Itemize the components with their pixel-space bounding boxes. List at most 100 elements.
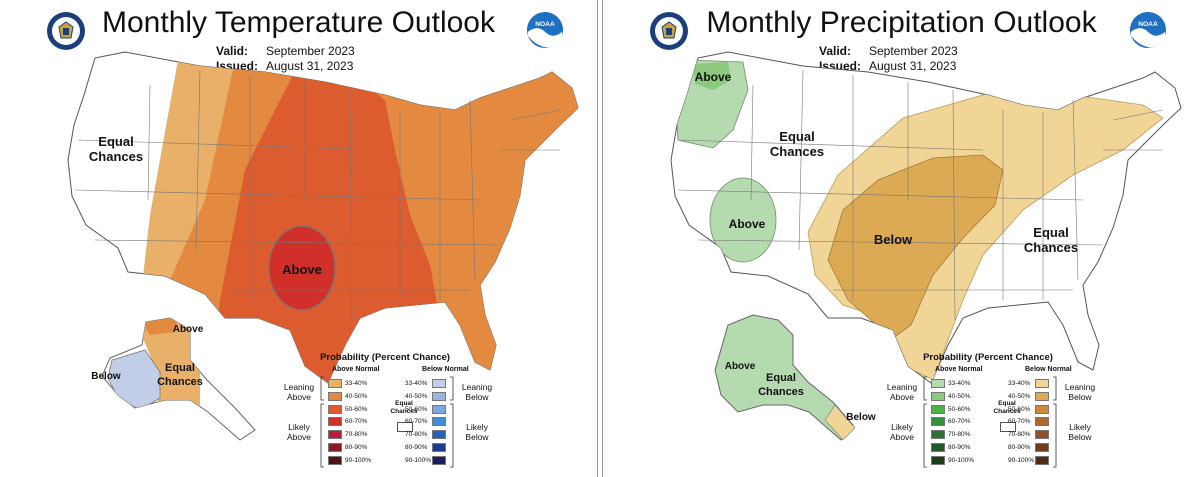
legend-below-bin-label: 33-40%: [1008, 380, 1031, 387]
legend-below-swatch: [432, 379, 446, 388]
legend-leaning-above: Leaning Above: [283, 382, 315, 402]
precip-nw-above-40-50: [693, 62, 731, 90]
legend-below-swatch: [1035, 379, 1049, 388]
legend-above-bin-label: 80-90%: [345, 444, 368, 451]
legend-below-header: Below Normal: [1025, 366, 1072, 373]
valid-label: Valid:: [216, 44, 249, 58]
precipitation-title: Monthly Precipitation Outlook: [706, 6, 1097, 39]
valid-value: September 2023: [869, 44, 958, 58]
ak-below-label: Below: [91, 371, 121, 382]
legend-above-bin-label: 60-70%: [345, 418, 368, 426]
legend-below-bin-label: 50-60%: [1008, 405, 1031, 413]
legend-below-bin-label: 50-60%: [405, 405, 428, 413]
legend-title: Probability (Percent Chance): [320, 352, 450, 363]
legend-below-bin-label: 33-40%: [405, 380, 428, 387]
precip-above-w-label: Above: [729, 217, 766, 231]
legend-likely-below: Likely Below: [1068, 422, 1092, 442]
legend-above-bin-label: 40-50%: [345, 392, 368, 400]
legend-below-bin-label: 60-70%: [405, 418, 428, 426]
legend-leaning-below: Leaning Below: [1064, 382, 1096, 402]
legend-equal-swatch: [1000, 422, 1016, 432]
legend-leaning-below: Leaning Below: [461, 382, 493, 402]
legend-below-header: Below Normal: [422, 366, 469, 373]
legend-above-bin-label: 60-70%: [948, 418, 971, 426]
precip-above-nw-label: Above: [695, 70, 732, 84]
legend-above-swatch: [931, 455, 945, 465]
precipitation-legend: Probability (Percent Chance) Above Norma…: [883, 352, 1095, 470]
ak-below-33-40: [107, 349, 161, 411]
issued-value: August 31, 2023: [266, 59, 354, 73]
legend-above-swatch: [328, 404, 342, 414]
svg-text:NOAA: NOAA: [535, 21, 555, 28]
legend-above-bin-label: 70-80%: [948, 431, 971, 439]
ak-precip-below: [824, 404, 856, 441]
legend-below-swatch: [1035, 417, 1049, 427]
valid-value: September 2023: [266, 44, 355, 58]
temperature-map: Equal Chances Above Above Equal Chances …: [67, 51, 579, 441]
legend-above-bin-label: 50-60%: [345, 405, 368, 413]
temperature-legend: Probability (Percent Chance) Above Norma…: [280, 352, 492, 470]
legend-equal-chances: Equal Chances: [390, 400, 418, 415]
state-borders: [74, 69, 561, 321]
ak-equal-label-2: Chances: [157, 376, 203, 388]
legend-below-swatch: [1035, 443, 1049, 452]
precipitation-outlook-panel: Monthly Precipitation Outlook Valid: Sept…: [603, 0, 1200, 477]
legend-above-bin-label: 40-50%: [948, 392, 971, 400]
temperature-dates: Valid: September 2023 Issued: August 31, 2…: [216, 44, 355, 74]
legend-below-bin-label: 40-50%: [1008, 392, 1031, 400]
precipitation-map: Above Equal Chances Above Below Equal Ch…: [670, 51, 1182, 441]
ak-precip-above-label: Above: [725, 361, 756, 372]
precip-equal-e-label-2: Chances: [1024, 240, 1078, 255]
legend-below-bin-label: 70-80%: [1008, 431, 1031, 439]
legend-brackets: [923, 376, 1057, 468]
legend-below-swatch: [432, 443, 446, 452]
legend-above-bin-label: 90-100%: [948, 456, 975, 464]
legend-below-swatch: [1035, 391, 1049, 401]
legend-above-swatch: [931, 391, 945, 401]
legend-above-swatch: [931, 417, 945, 427]
legend-below-bin-label: 70-80%: [405, 431, 428, 439]
legend-below-bin-label: 60-70%: [1008, 418, 1031, 426]
state-borders: [677, 69, 1164, 321]
legend-above-header: Above Normal: [332, 366, 380, 373]
legend-above-swatch: [931, 404, 945, 414]
legend-above-bin-label: 33-40%: [948, 380, 971, 387]
legend-brackets: [320, 376, 454, 468]
temperature-title: Monthly Temperature Outlook: [102, 6, 495, 39]
legend-above-swatch: [328, 430, 342, 440]
noaa-logo-icon: NOAA: [1129, 11, 1167, 49]
legend-above-bin-label: 80-90%: [948, 444, 971, 451]
legend-equal-chances: Equal Chances: [993, 400, 1021, 415]
legend-equal-swatch: [397, 422, 413, 432]
precip-equal-label-2: Chances: [770, 144, 824, 159]
legend-below-bin-label: 80-90%: [1008, 444, 1031, 451]
temp-above-label: Above: [282, 262, 322, 277]
ak-precip-below-label: Below: [846, 412, 876, 423]
legend-above-swatch: [328, 443, 342, 452]
legend-below-bin-label: 80-90%: [405, 444, 428, 451]
ak-equal-label-1: Equal: [165, 362, 195, 374]
legend-leaning-above: Leaning Above: [886, 382, 918, 402]
legend-likely-above: Likely Above: [286, 422, 312, 442]
legend-above-swatch: [931, 379, 945, 388]
ak-temp-40-50: [140, 318, 178, 335]
legend-below-swatch: [1035, 455, 1049, 465]
legend-above-swatch: [328, 391, 342, 401]
legend-above-bin-label: 70-80%: [345, 431, 368, 439]
legend-above-bin-label: 90-100%: [345, 456, 372, 464]
legend-below-swatch: [1035, 404, 1049, 414]
temp-equal-label-2: Chances: [89, 149, 143, 164]
legend-above-bin-label: 33-40%: [345, 380, 368, 387]
legend-below-swatch: [432, 430, 446, 440]
valid-label: Valid:: [819, 44, 852, 58]
temperature-outlook-panel: Monthly Temperature Outlook Valid: Septem…: [0, 0, 597, 477]
panel-divider: [597, 0, 603, 477]
precip-equal-e-label-1: Equal: [1033, 225, 1068, 240]
temp-equal-label-1: Equal: [98, 134, 133, 149]
temp-60-70-core: [268, 225, 336, 311]
legend-below-swatch: [432, 391, 446, 401]
legend-below-swatch: [432, 404, 446, 414]
commerce-seal-icon: [650, 12, 688, 50]
legend-above-swatch: [931, 443, 945, 452]
legend-likely-below: Likely Below: [465, 422, 489, 442]
